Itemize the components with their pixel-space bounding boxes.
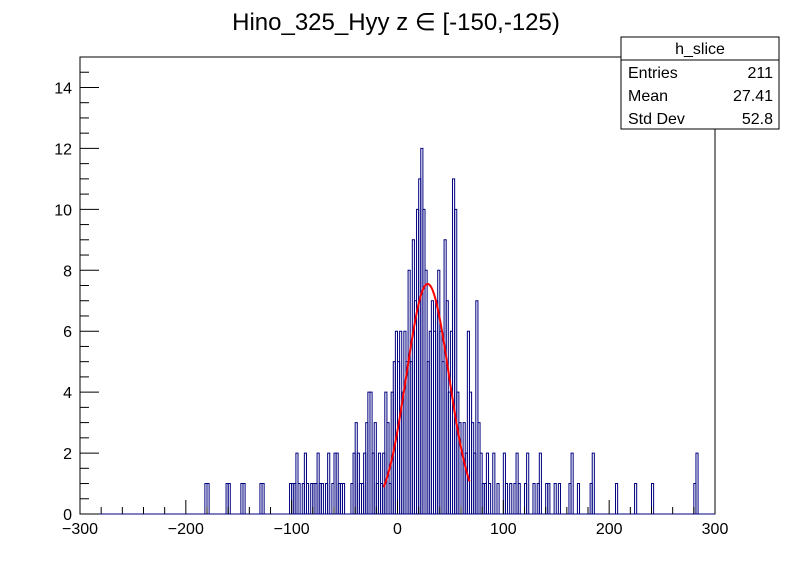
x-tick-label: 200 [596,521,623,538]
x-tick-label: 0 [393,521,402,538]
histogram-bin [373,422,377,514]
stats-box-frame [620,36,780,130]
histogram-bin [341,483,346,514]
histogram-bin [591,452,595,514]
histogram-bin [517,483,521,514]
histogram-bin [547,483,551,514]
x-tick-label: 100 [490,521,517,538]
histogram-bin [242,483,246,514]
histogram-bin [297,483,301,514]
stats-stddev-label: Std Dev [628,111,685,128]
histogram-bin [327,452,331,514]
histogram-bin [320,483,324,514]
histogram-bin [504,483,509,514]
histogram-bin [509,483,513,514]
histogram-bin [526,452,530,514]
x-tick-label: 300 [702,521,729,538]
histogram-bin [532,483,536,514]
y-tick-label: 8 [63,263,72,280]
gaussian-fit-layer [382,282,471,488]
x-axis: −300 −200 −100 0 100 200 300 [62,500,728,538]
histogram-bin [634,483,638,514]
gaussian-fit-line [382,282,471,488]
histogram-series [80,147,715,515]
histogram-bin [492,452,496,514]
histogram-bin [488,483,492,514]
histogram-bin [454,208,458,514]
x-tick-label: −300 [62,521,98,538]
y-tick-label: 0 [63,507,72,524]
histogram-bin [305,483,310,514]
stats-box: h_slice Entries 211 Mean 27.41 Std Dev 5… [620,36,780,130]
y-tick-label: 2 [63,446,72,463]
y-tick-label: 4 [63,385,72,402]
y-tick-label: 6 [63,324,72,341]
y-tick-label: 14 [54,80,72,97]
stats-mean-value: 27.41 [733,88,773,105]
histogram-bin [557,483,561,514]
y-tick-label: 10 [54,202,72,219]
histogram-bin [553,483,557,514]
histogram-bin [475,300,479,514]
histogram-bin [615,483,619,514]
histogram-bin [227,483,231,514]
histogram-bin [695,452,699,514]
x-tick-label: −100 [274,521,310,538]
x-tick-label: −200 [168,521,204,538]
y-axis: 0 2 4 6 8 10 12 14 [54,56,99,524]
stats-mean-label: Mean [628,88,668,105]
stats-box-title: h_slice [675,41,725,58]
stats-entries-label: Entries [628,65,678,82]
stats-entries-value: 211 [747,65,773,82]
histogram-bin [651,483,655,514]
y-tick-label: 12 [54,141,72,158]
histogram-bin [576,483,581,514]
histogram-bin [261,483,265,514]
histogram-bin [206,483,210,514]
histogram-bin [570,452,574,514]
histogram-bin [538,452,542,514]
chart-title: Hino_325_Hyy z ∈ [-150,-125) [232,9,560,36]
histogram-bin [496,483,500,514]
stats-stddev-value: 52.8 [742,111,773,128]
